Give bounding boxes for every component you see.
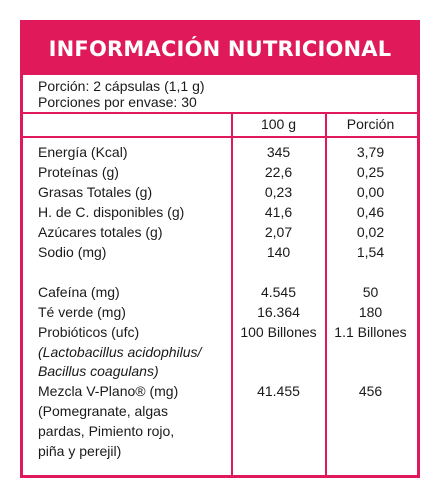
ingredient-value-portion: 1.1 Billones: [334, 324, 407, 340]
nutrient-name: Sodio (mg): [38, 244, 107, 260]
nutrient-value-portion: 0,25: [356, 164, 385, 180]
nutrient-name: Proteínas (g): [38, 164, 119, 180]
serving-size: Porción: 2 cápsulas (1,1 g): [38, 78, 205, 94]
nutrient-name: Energía (Kcal): [38, 144, 128, 160]
probiotic-strains: Bacillus coagulans): [38, 363, 159, 379]
ingredient-value-portion: 50: [362, 284, 379, 300]
servings-per-container: Porciones por envase: 30: [38, 94, 197, 110]
nutrient-value-portion: 0,00: [356, 184, 385, 200]
column-header-100g: 100 g: [260, 116, 297, 132]
panel-title: INFORMACIÓN NUTRICIONAL: [48, 37, 392, 61]
nutrient-value-portion: 0,02: [356, 224, 385, 240]
ingredient-value-100g: 100 Billones: [240, 324, 317, 340]
ingredient-value-portion: 180: [358, 304, 383, 320]
nutrient-value-100g: 22,6: [264, 164, 293, 180]
column-header-portion: Porción: [346, 116, 395, 132]
divider: [23, 112, 417, 114]
column-divider: [325, 112, 327, 478]
divider: [23, 136, 417, 138]
ingredient-value-100g: 16.364: [257, 304, 300, 320]
nutrient-value-100g: 2,07: [264, 224, 293, 240]
ingredient-value-100g: 4.545: [260, 284, 297, 300]
nutrient-value-100g: 345: [266, 144, 291, 160]
blend-value-portion: 456: [358, 383, 383, 399]
blend-detail: piña y perejil): [38, 443, 122, 459]
blend-detail: (Pomegranate, algas: [38, 403, 168, 419]
nutrient-value-portion: 0,46: [356, 204, 385, 220]
nutrient-name: H. de C. disponibles (g): [38, 204, 185, 220]
nutrient-name: Azúcares totales (g): [38, 224, 163, 240]
nutrient-value-100g: 140: [266, 244, 291, 260]
ingredient-name: Cafeína (mg): [38, 284, 120, 300]
blend-value-100g: 41.455: [257, 383, 300, 399]
nutrition-facts-panel: INFORMACIÓN NUTRICIONAL Porción: 2 cápsu…: [20, 20, 420, 478]
ingredient-name: Té verde (mg): [38, 304, 126, 320]
nutrient-value-100g: 0,23: [264, 184, 293, 200]
nutrient-value-portion: 3,79: [356, 144, 385, 160]
probiotic-strains: (Lactobacillus acidophilus/: [38, 344, 202, 360]
nutrient-value-100g: 41,6: [264, 204, 293, 220]
panel-header: INFORMACIÓN NUTRICIONAL: [23, 23, 417, 75]
ingredient-name: Probióticos (ufc): [38, 324, 140, 340]
blend-name: Mezcla V-Plano® (mg): [38, 383, 179, 399]
nutrient-value-portion: 1,54: [356, 244, 385, 260]
nutrient-name: Grasas Totales (g): [38, 184, 153, 200]
column-divider: [231, 112, 233, 478]
blend-detail: pardas, Pimiento rojo,: [38, 423, 175, 439]
